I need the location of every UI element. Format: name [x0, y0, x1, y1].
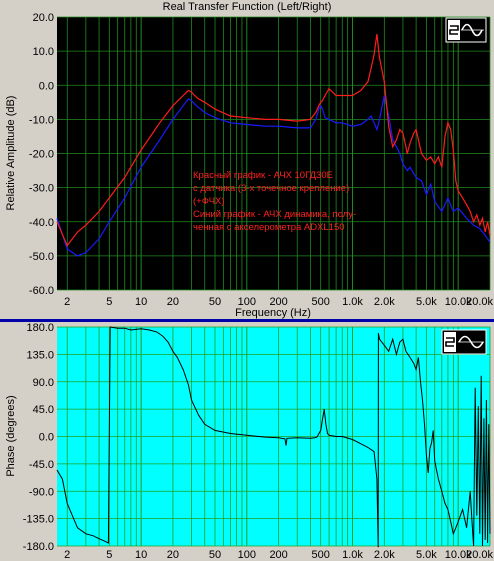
magnitude-x-tick-label: 500: [311, 296, 329, 308]
phase-x-tick-label: 20: [167, 549, 179, 561]
magnitude-y-tick-label: -50.0: [29, 251, 54, 263]
annotation-line: Красный график - АЧХ 10ГД30Е: [193, 170, 333, 181]
phase-y-tick-label: 45.0: [33, 404, 54, 416]
magnitude-x-axis-label: Frequency (Hz): [235, 307, 311, 319]
window-title: Real Transfer Function (Left/Right): [162, 1, 332, 13]
magnitude-x-tick-label: 5.0k: [416, 296, 437, 308]
magnitude-y-tick-label: -10.0: [29, 114, 54, 126]
sine-wave-logo-icon: [441, 329, 487, 355]
panel-divider: [0, 319, 494, 322]
phase-y-tick-label: 135.0: [26, 349, 54, 361]
phase-series-layer: [56, 326, 491, 548]
annotation-line: ченная с акселерометра ADXL150: [193, 222, 345, 233]
magnitude-x-tick-label: 2.0k: [374, 296, 395, 308]
magnitude-grid: [57, 16, 491, 291]
phase-x-tick-label: 10: [135, 549, 147, 561]
magnitude-x-tick-label: 20: [167, 296, 179, 308]
phase-x-tick-label: 5: [106, 549, 112, 561]
phase-x-tick-label: 100: [238, 549, 256, 561]
annotation-line: Синий график - АЧХ динамика, полу-: [193, 209, 356, 220]
phase-y-tick-label: -90.0: [29, 486, 54, 498]
magnitude-tick-labels: 20.0 10.0 0.0 -10.0 -20.0 -30.0 -40.0 -50.0 -60.…: [29, 12, 494, 308]
magnitude-x-tick-label: 10.0k: [445, 296, 472, 308]
magnitude-series-layer: [56, 34, 491, 257]
phase-x-tick-label: 2.0k: [374, 549, 395, 561]
annotation-block: Красный график - АЧХ 10ГД30Е с датчика (3…: [193, 170, 356, 233]
phase-y-tick-label: -180.0: [23, 541, 54, 553]
phase-tick-labels: 180.0 135.0 90.0 45.0 0.0 -45.0 -90.0 -135.0 -18…: [23, 322, 494, 561]
annotation-line: с датчика (3-х точечное крепление): [193, 183, 349, 194]
magnitude-x-tick-label: 5: [106, 296, 112, 308]
phase-y-tick-label: -135.0: [23, 514, 54, 526]
phase-x-tick-label: 1.0k: [342, 549, 363, 561]
phase-x-tick-label: 500: [311, 549, 329, 561]
magnitude-y-axis-label: Relative Amplitude (dB): [5, 96, 17, 211]
magnitude-x-tick-label: 100: [238, 296, 256, 308]
magnitude-y-tick-label: 0.0: [39, 80, 54, 92]
magnitude-y-tick-label: 20.0: [33, 12, 54, 24]
phase-x-tick-label: 5.0k: [416, 549, 437, 561]
phase-y-tick-label: 0.0: [39, 432, 54, 444]
phase-y-tick-label: -45.0: [29, 459, 54, 471]
magnitude-x-tick-label: 2: [64, 296, 70, 308]
phase-x-tick-label: 2: [64, 549, 70, 561]
phase-y-tick-label: 180.0: [26, 322, 54, 334]
annotation-line: (+ФЧХ): [193, 196, 225, 207]
phase-x-tick-label: 10.0k: [445, 549, 472, 561]
red-series-line: [56, 34, 491, 247]
phase-x-tick-label: 200: [269, 549, 287, 561]
blue-series-line: [56, 95, 491, 257]
magnitude-y-tick-label: -20.0: [29, 149, 54, 161]
phase-x-tick-label: 20.0k: [466, 549, 493, 561]
magnitude-y-tick-label: -30.0: [29, 183, 54, 195]
magnitude-y-tick-label: -40.0: [29, 217, 54, 229]
magnitude-x-tick-label: 10: [135, 296, 147, 308]
magnitude-x-tick-label: 1.0k: [342, 296, 363, 308]
magnitude-y-tick-label: -60.0: [29, 285, 54, 297]
sine-wave-logo-icon: [445, 17, 487, 43]
magnitude-x-tick-label: 20.0k: [466, 296, 493, 308]
phase-x-tick-label: 50: [209, 549, 221, 561]
phase-y-tick-label: 90.0: [33, 377, 54, 389]
magnitude-x-tick-label: 200: [269, 296, 287, 308]
magnitude-x-tick-label: 50: [209, 296, 221, 308]
magnitude-y-tick-label: 10.0: [33, 46, 54, 58]
phase-series-line: [56, 326, 491, 548]
phase-y-axis-label: Phase (degrees): [5, 395, 17, 476]
